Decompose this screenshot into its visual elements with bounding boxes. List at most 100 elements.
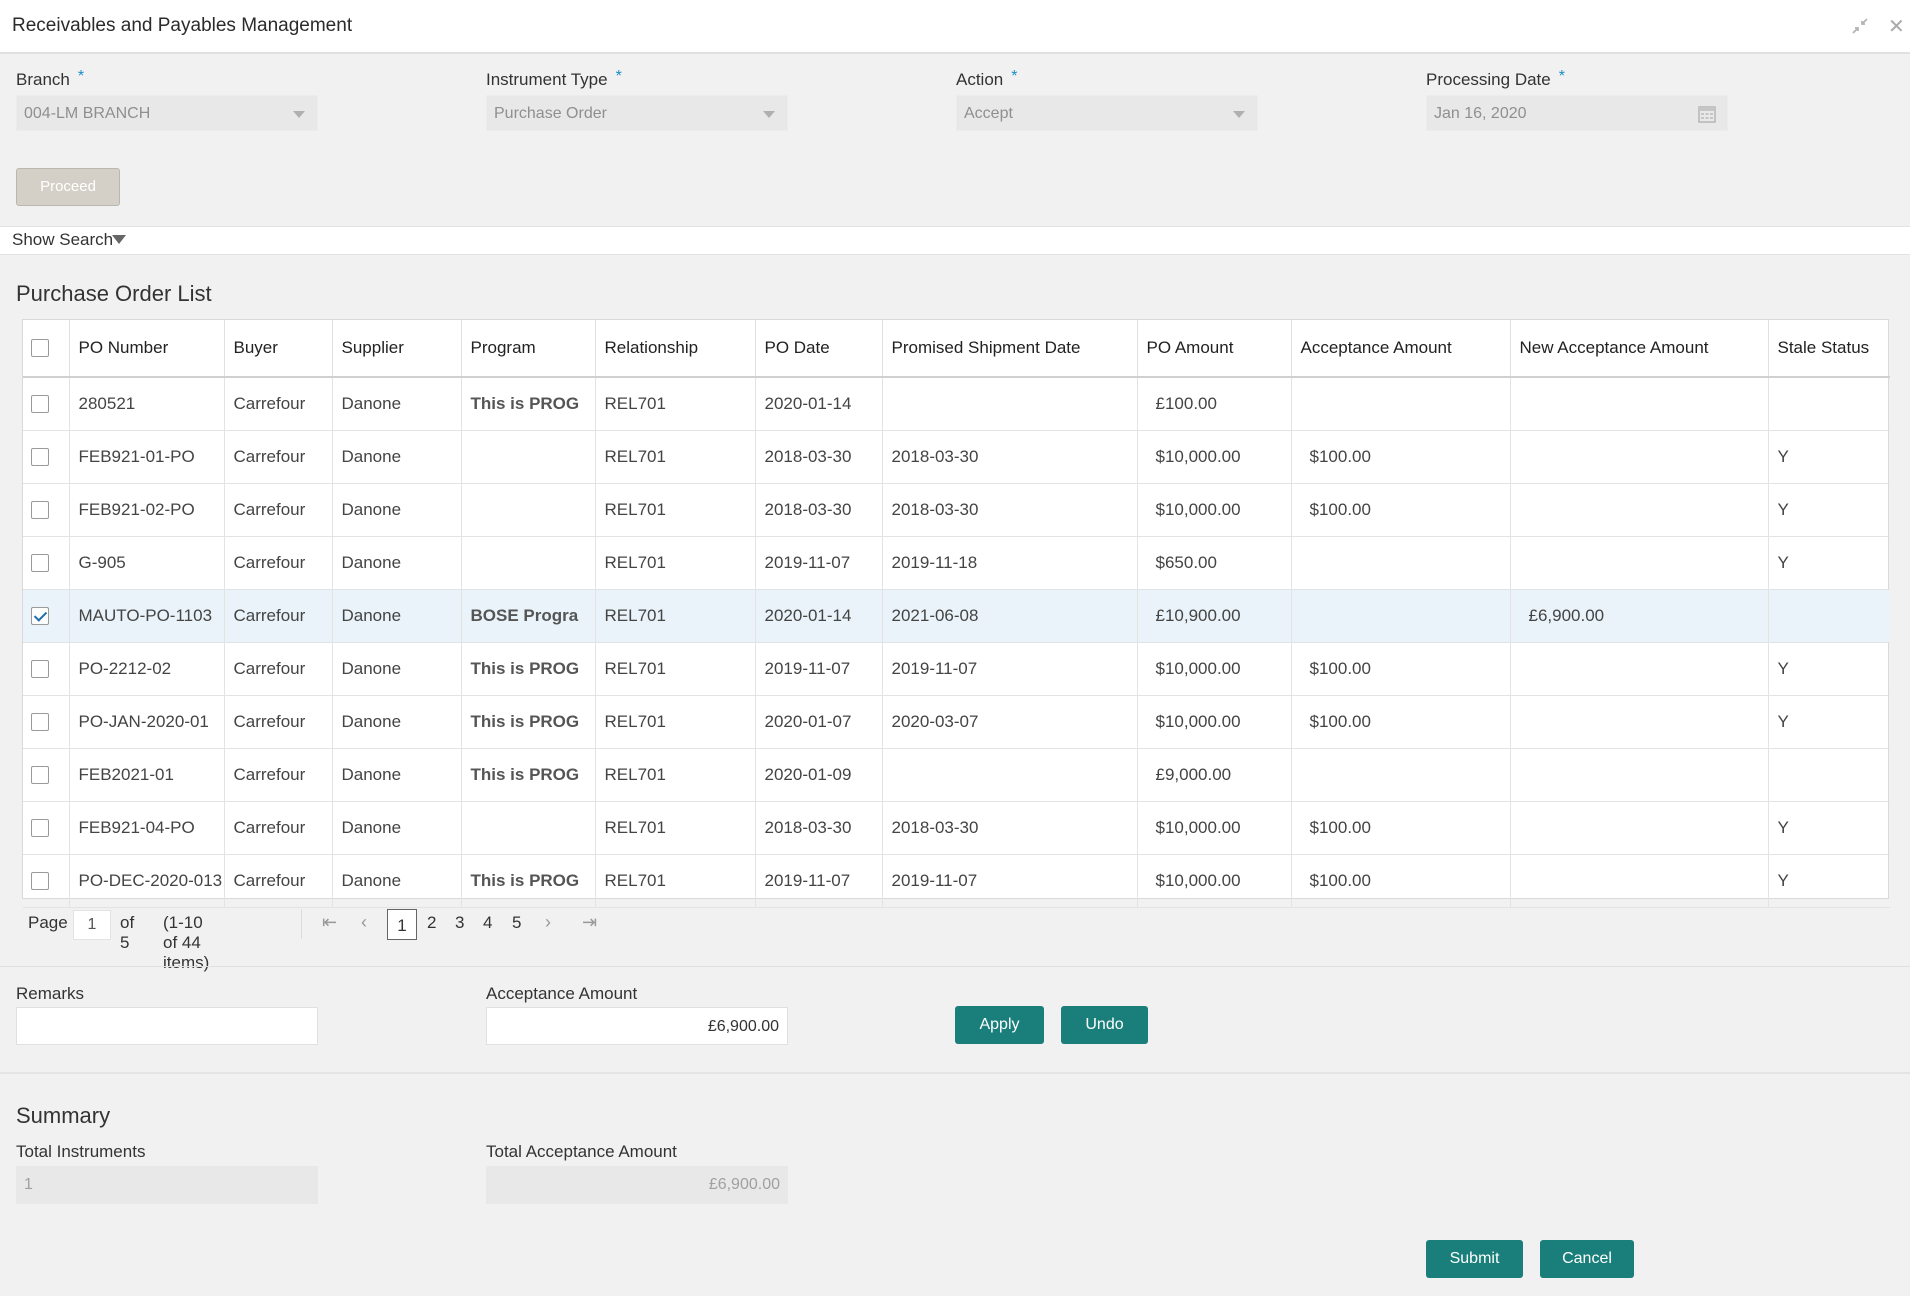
page-button-5[interactable]: 5 [512,913,522,932]
stale-status-cell: Y [1768,695,1890,749]
undo-button[interactable]: Undo [1061,1006,1148,1044]
row-select-cell[interactable] [23,589,70,643]
row-select-cell[interactable] [23,748,70,802]
calendar-icon[interactable] [1697,104,1717,124]
column-header[interactable]: PO Date [755,320,883,378]
column-header[interactable]: PO Amount [1137,320,1292,378]
column-header[interactable]: Acceptance Amount [1291,320,1511,378]
page-number-input[interactable]: 1 [73,910,111,940]
caret-down-icon[interactable] [112,235,126,244]
table-row[interactable]: FEB2021-01 Carrefour Danone This is PROG REL… [23,748,1890,802]
table-row[interactable]: PO-2212-02 Carrefour Danone This is PROG REL… [23,642,1890,696]
table-row[interactable]: MAUTO-PO-1103 Carrefour Danone BOSE Progra R… [23,589,1890,643]
program-cell: This is PROG [461,854,596,908]
row-select-cell[interactable] [23,430,70,484]
po-number-cell: FEB921-04-PO [69,801,225,855]
page-button-1[interactable]: 1 [387,909,417,940]
row-checkbox[interactable] [31,766,49,784]
column-header[interactable]: Promised Shipment Date [882,320,1138,378]
page-button-2[interactable]: 2 [427,913,437,932]
column-header[interactable]: Buyer [224,320,333,378]
stale-status-cell: Y [1768,642,1890,696]
row-select-cell[interactable] [23,854,70,908]
chevron-down-icon [1233,111,1245,118]
last-page-icon[interactable]: ⇥ [582,912,598,932]
supplier-cell: Danone [332,854,462,908]
action-select[interactable]: Accept [956,95,1258,131]
new-acceptance-amount-cell [1510,483,1769,537]
branch-select[interactable]: 004-LM BRANCH [16,95,318,131]
po-date-cell: 2018-03-30 [755,430,883,484]
column-header[interactable]: Supplier [332,320,462,378]
action-label-text: Action [956,70,1004,89]
pager-divider [301,909,302,939]
new-acceptance-amount-cell [1510,430,1769,484]
row-checkbox[interactable] [31,554,49,572]
row-checkbox[interactable] [31,872,49,890]
select-all-checkbox[interactable] [31,339,49,357]
required-marker: * [77,68,85,85]
processing-date-label-text: Processing Date [1426,70,1551,89]
proceed-button[interactable]: Proceed [16,168,120,206]
show-search-toggle[interactable]: Show Search [12,230,114,249]
processing-date-input[interactable]: Jan 16, 2020 [1426,95,1728,131]
apply-button[interactable]: Apply [955,1006,1044,1044]
row-select-cell[interactable] [23,483,70,537]
po-date-cell: 2020-01-09 [755,748,883,802]
show-search-bar[interactable]: Show Search [0,226,1910,255]
section-divider [0,966,1910,967]
row-checkbox[interactable] [31,607,49,625]
table-row[interactable]: G-905 Carrefour Danone REL701 2019-11-07 2019… [23,536,1890,590]
po-amount-cell: $10,000.00 [1137,695,1292,749]
row-checkbox[interactable] [31,501,49,519]
row-checkbox[interactable] [31,448,49,466]
row-select-cell[interactable] [23,801,70,855]
row-checkbox[interactable] [31,713,49,731]
close-icon[interactable]: ✕ [1888,16,1905,38]
column-header[interactable]: Relationship [595,320,756,378]
row-checkbox[interactable] [31,395,49,413]
table-row[interactable]: FEB921-01-PO Carrefour Danone REL701 2018-03… [23,430,1890,484]
relationship-cell: REL701 [595,695,756,749]
row-select-cell[interactable] [23,642,70,696]
supplier-cell: Danone [332,483,462,537]
branch-label: Branch * [16,68,85,90]
table-row[interactable]: FEB921-02-PO Carrefour Danone REL701 2018-03… [23,483,1890,537]
po-date-cell: 2020-01-07 [755,695,883,749]
table-row[interactable]: 280521 Carrefour Danone This is PROG REL701 2… [23,377,1890,431]
submit-button[interactable]: Submit [1426,1240,1523,1278]
page-button-3[interactable]: 3 [455,913,465,932]
row-checkbox[interactable] [31,819,49,837]
minimize-icon[interactable] [1850,16,1870,36]
row-select-cell[interactable] [23,695,70,749]
next-page-icon[interactable]: › [545,912,551,932]
acceptance-amount-input[interactable]: £6,900.00 [486,1007,788,1045]
row-select-cell[interactable] [23,377,70,431]
select-all-cell[interactable] [23,320,70,378]
total-instruments-label: Total Instruments [16,1142,146,1161]
row-select-cell[interactable] [23,536,70,590]
table-row[interactable]: PO-JAN-2020-01 Carrefour Danone This is PRO… [23,695,1890,749]
remarks-input[interactable] [16,1007,318,1045]
column-header[interactable]: PO Number [69,320,225,378]
table-row[interactable]: PO-DEC-2020-013 Carrefour Danone This is PR… [23,854,1890,908]
title-bar: Receivables and Payables Management ✕ [0,0,1910,54]
po-date-cell: 2020-01-14 [755,589,883,643]
column-header[interactable]: Stale Status [1768,320,1890,378]
acceptance-amount-cell: $100.00 [1291,483,1511,537]
page-items-label: (1-10 of 44 items) [163,913,210,972]
acceptance-amount-label: Acceptance Amount [486,984,638,1003]
instrument-type-select[interactable]: Purchase Order [486,95,788,131]
program-cell: This is PROG [461,748,596,802]
column-header[interactable]: Program [461,320,596,378]
buyer-cell: Carrefour [224,854,333,908]
row-checkbox[interactable] [31,660,49,678]
table-row[interactable]: FEB921-04-PO Carrefour Danone REL701 2018-03… [23,801,1890,855]
supplier-cell: Danone [332,589,462,643]
cancel-button[interactable]: Cancel [1540,1240,1634,1278]
first-page-icon[interactable]: ⇤ [322,912,338,932]
page-button-4[interactable]: 4 [483,913,493,932]
column-header[interactable]: New Acceptance Amount [1510,320,1769,378]
previous-page-icon[interactable]: ‹ [361,912,367,932]
section-divider [0,1072,1910,1074]
